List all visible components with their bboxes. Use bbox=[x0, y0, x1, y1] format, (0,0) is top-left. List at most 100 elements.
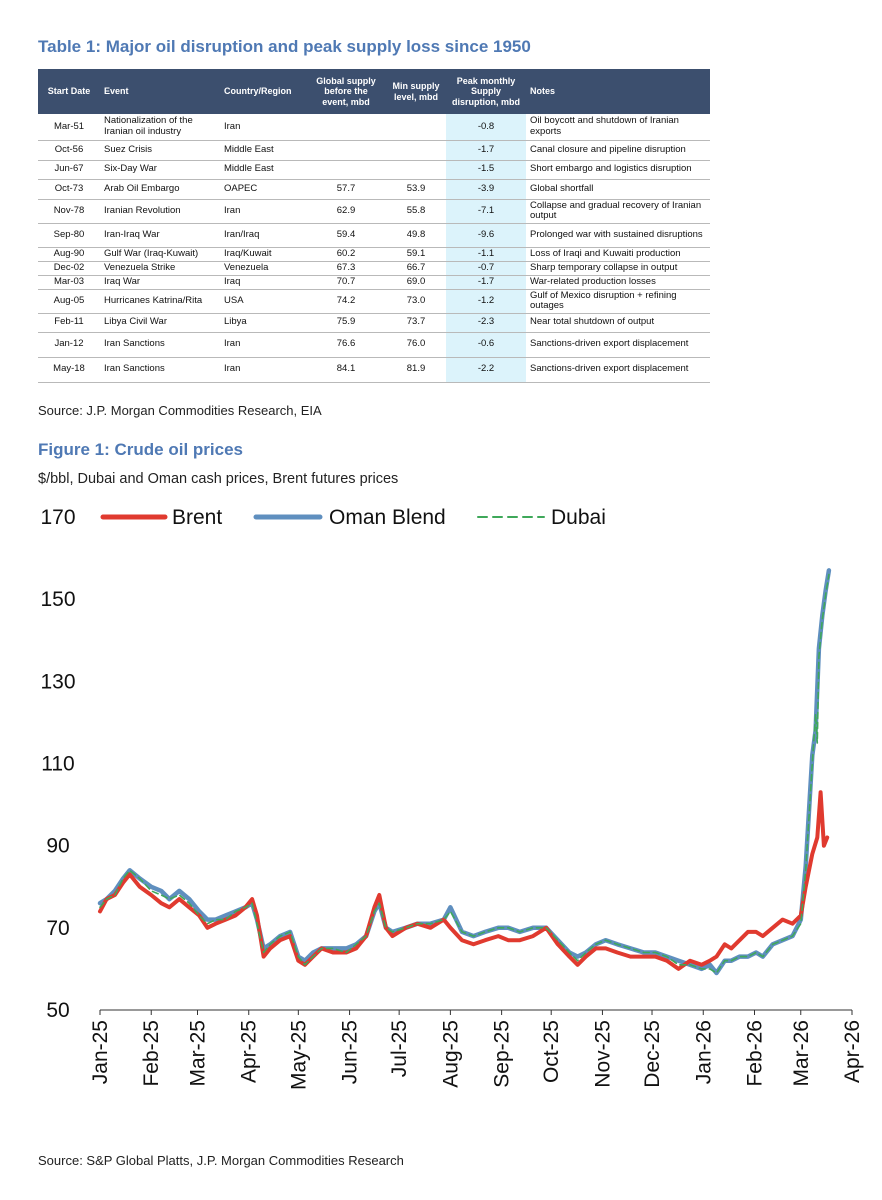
cell-date: May-18 bbox=[38, 357, 100, 383]
column-header: Min supply level, mbd bbox=[386, 69, 446, 114]
cell-region: Iraq bbox=[220, 275, 306, 290]
cell-date: Dec-02 bbox=[38, 261, 100, 276]
series-line-brent bbox=[98, 790, 830, 971]
table-row: May-18 Iran Sanctions Iran 84.1 81.9 -2.2 Sanc… bbox=[38, 357, 710, 383]
cell-before bbox=[306, 114, 386, 141]
cell-min bbox=[386, 140, 446, 161]
table-body: Mar-51 Nationalization of the Iranian oil… bbox=[38, 114, 710, 383]
cell-notes: Canal closure and pipeline disruption bbox=[526, 140, 710, 161]
cell-min: 66.7 bbox=[386, 261, 446, 276]
cell-date: Mar-51 bbox=[38, 114, 100, 141]
chart-legend: Brent Oman Blend Dubai bbox=[100, 506, 606, 529]
cell-peak: -0.8 bbox=[446, 114, 526, 141]
cell-notes: Sanctions-driven export displacement bbox=[526, 357, 710, 383]
x-tick-label: May-25 bbox=[287, 1020, 310, 1090]
y-axis: 50 70 90 110 130 150 170 bbox=[40, 506, 75, 1022]
cell-date: Mar-03 bbox=[38, 275, 100, 290]
column-header: Start Date bbox=[38, 69, 100, 114]
cell-min: 81.9 bbox=[386, 357, 446, 383]
x-tick-label: Mar-26 bbox=[790, 1020, 813, 1087]
cell-peak: -0.7 bbox=[446, 261, 526, 276]
cell-region: Iraq/Kuwait bbox=[220, 247, 306, 262]
cell-min: 73.7 bbox=[386, 313, 446, 333]
cell-region: Venezuela bbox=[220, 261, 306, 276]
cell-region: Middle East bbox=[220, 160, 306, 180]
cell-notes: Gulf of Mexico disruption + refining out… bbox=[526, 289, 710, 314]
x-axis: Jan-25 Feb-25 Mar-25 Apr-25 May-25 Jun-25 Jul-… bbox=[89, 1009, 864, 1090]
cell-date: Oct-56 bbox=[38, 140, 100, 161]
cell-event: Gulf War (Iraq-Kuwait) bbox=[100, 247, 220, 262]
table-row: Jan-12 Iran Sanctions Iran 76.6 76.0 -0.6 Sanc… bbox=[38, 332, 710, 358]
table-row: Mar-03 Iraq War Iraq 70.7 69.0 -1.7 War-relate… bbox=[38, 275, 710, 290]
y-tick-label: 70 bbox=[46, 917, 69, 940]
y-tick-label: 130 bbox=[40, 670, 75, 693]
column-header: Country/Region bbox=[220, 69, 306, 114]
cell-min: 49.8 bbox=[386, 223, 446, 248]
column-header: Notes bbox=[526, 69, 710, 114]
table-row: Jun-67 Six-Day War Middle East -1.5 Short em… bbox=[38, 160, 710, 180]
x-tick-label: Apr-25 bbox=[238, 1020, 261, 1083]
table-row: Oct-73 Arab Oil Embargo OAPEC 57.7 53.9 -3.9 G… bbox=[38, 179, 710, 200]
cell-event: Venezuela Strike bbox=[100, 261, 220, 276]
cell-before: 74.2 bbox=[306, 289, 386, 314]
cell-notes: Global shortfall bbox=[526, 179, 710, 200]
cell-min: 53.9 bbox=[386, 179, 446, 200]
cell-event: Arab Oil Embargo bbox=[100, 179, 220, 200]
series-line-oman-blend bbox=[97, 568, 832, 976]
cell-before: 75.9 bbox=[306, 313, 386, 333]
cell-region: Iran bbox=[220, 114, 306, 141]
cell-before: 57.7 bbox=[306, 179, 386, 200]
column-header: Event bbox=[100, 69, 220, 114]
figure-title: Figure 1: Crude oil prices bbox=[38, 440, 243, 459]
cell-min: 73.0 bbox=[386, 289, 446, 314]
cell-region: Iran bbox=[220, 357, 306, 383]
chart-source: Source: S&P Global Platts, J.P. Morgan C… bbox=[38, 1153, 404, 1168]
cell-date: Aug-05 bbox=[38, 289, 100, 314]
cell-peak: -9.6 bbox=[446, 223, 526, 248]
x-tick-label: Nov-25 bbox=[591, 1020, 614, 1088]
cell-min bbox=[386, 160, 446, 180]
x-tick-label: Feb-25 bbox=[140, 1020, 163, 1087]
x-tick-label: Feb-26 bbox=[743, 1020, 766, 1087]
table-row: Dec-02 Venezuela Strike Venezuela 67.3 66.7-… bbox=[38, 261, 710, 276]
cell-notes: Collapse and gradual recovery of Iranian… bbox=[526, 199, 710, 224]
cell-date: Jun-67 bbox=[38, 160, 100, 180]
x-tick-label: Apr-26 bbox=[841, 1020, 864, 1083]
cell-date: Sep-80 bbox=[38, 223, 100, 248]
cell-region: Iran bbox=[220, 199, 306, 224]
cell-event: Hurricanes Katrina/Rita bbox=[100, 289, 220, 314]
x-tick-label: Jul-25 bbox=[388, 1020, 411, 1077]
y-tick-label: 50 bbox=[46, 999, 69, 1022]
cell-peak: -1.7 bbox=[446, 275, 526, 290]
cell-event: Iran Sanctions bbox=[100, 357, 220, 383]
x-tick-label: Aug-25 bbox=[439, 1020, 462, 1088]
x-tick-label: Mar-25 bbox=[187, 1020, 210, 1087]
cell-date: Oct-73 bbox=[38, 179, 100, 200]
y-tick-label: 150 bbox=[40, 588, 75, 611]
cell-region: Iran bbox=[220, 332, 306, 358]
y-tick-label: 170 bbox=[40, 506, 75, 529]
cell-peak: -1.2 bbox=[446, 289, 526, 314]
table-row: Aug-90 Gulf War (Iraq-Kuwait) Iraq/Kuwait 6… bbox=[38, 247, 710, 262]
cell-min: 76.0 bbox=[386, 332, 446, 358]
cell-peak: -7.1 bbox=[446, 199, 526, 224]
cell-date: Nov-78 bbox=[38, 199, 100, 224]
x-tick-label: Jan-26 bbox=[692, 1020, 715, 1084]
cell-notes: War-related production losses bbox=[526, 275, 710, 290]
cell-peak: -1.1 bbox=[446, 247, 526, 262]
table-header-row: Start Date Event Country/Region Global s… bbox=[38, 69, 710, 114]
cell-min: 55.8 bbox=[386, 199, 446, 224]
series-line-dubai bbox=[99, 573, 830, 974]
cell-notes: Sanctions-driven export displacement bbox=[526, 332, 710, 358]
cell-peak: -2.2 bbox=[446, 357, 526, 383]
cell-event: Six-Day War bbox=[100, 160, 220, 180]
cell-notes: Oil boycott and shutdown of Iranian expo… bbox=[526, 114, 710, 141]
cell-peak: -1.7 bbox=[446, 140, 526, 161]
legend-label: Oman Blend bbox=[329, 506, 446, 529]
cell-peak: -3.9 bbox=[446, 179, 526, 200]
x-tick-label: Oct-25 bbox=[540, 1020, 563, 1083]
cell-region: Middle East bbox=[220, 140, 306, 161]
x-tick-label: Jun-25 bbox=[339, 1020, 362, 1084]
cell-before: 76.6 bbox=[306, 332, 386, 358]
cell-event: Nationalization of the Iranian oil indus… bbox=[100, 114, 220, 141]
